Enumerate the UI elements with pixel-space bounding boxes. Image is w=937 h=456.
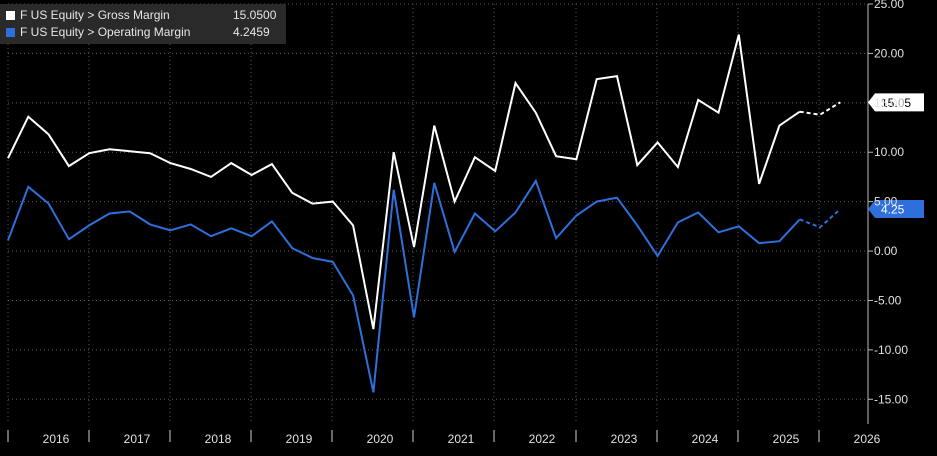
y-tick-label: 20.00 [874, 46, 904, 60]
x-tick-label: 2025 [773, 432, 800, 446]
y-tick-label: -15.00 [874, 392, 908, 406]
legend-item-operating-margin[interactable]: F US Equity > Operating Margin 4.2459 [6, 24, 276, 41]
series-lines: 15.05 4.25 [7, 34, 924, 393]
last-value-tag-bg [868, 93, 924, 112]
gross-margin-estimate-line [799, 101, 841, 116]
x-tick-label: 2019 [286, 432, 313, 446]
operating-margin-estimate-line [799, 208, 841, 229]
y-tick-label: 5.00 [874, 195, 898, 209]
x-tick-label: 2024 [692, 432, 719, 446]
y-tick-label: 25.00 [874, 0, 904, 11]
y-tick-label: -5.00 [874, 293, 902, 307]
y-tick-label: 10.00 [874, 145, 904, 159]
x-tick-label: 2016 [43, 432, 70, 446]
gross-margin-line [7, 34, 801, 330]
x-tick-label: 2017 [124, 432, 151, 446]
y-tick-label: -10.00 [874, 343, 908, 357]
y-tick-label: 0.00 [874, 244, 898, 258]
x-tick-label: 2018 [205, 432, 232, 446]
last-value-tag-bg [868, 200, 924, 219]
last-value-tag-text: 15.05 [881, 96, 911, 110]
x-tick-label: 2023 [611, 432, 638, 446]
legend-swatch-blue [6, 28, 15, 37]
y-tick-label: 15.00 [874, 96, 904, 110]
x-tick-label: 2021 [448, 432, 475, 446]
legend-item-gross-margin[interactable]: F US Equity > Gross Margin 15.0500 [6, 7, 276, 24]
legend-value: 15.0500 [233, 8, 277, 22]
grid-lines [7, 3, 868, 424]
legend-value: 4.2459 [233, 25, 270, 39]
axis-labels: 25.00 20.00 15.00 10.00 5.00 0.00 -5.00 -10.00 -… [43, 0, 909, 446]
last-value-tag-gross: 15.05 [868, 93, 924, 112]
x-tick-label: 2020 [367, 432, 394, 446]
chart-legend: F US Equity > Gross Margin 15.0500 F US … [0, 4, 287, 44]
last-value-tag-operating: 4.25 [868, 200, 924, 219]
operating-margin-line [7, 178, 801, 393]
legend-label: F US Equity > Gross Margin [20, 8, 170, 22]
legend-label: F US Equity > Operating Margin [20, 25, 191, 39]
x-tick-label: 2026 [854, 432, 881, 446]
x-tick-label: 2022 [529, 432, 556, 446]
legend-swatch-white [6, 11, 15, 20]
last-value-tag-text: 4.25 [881, 203, 905, 217]
